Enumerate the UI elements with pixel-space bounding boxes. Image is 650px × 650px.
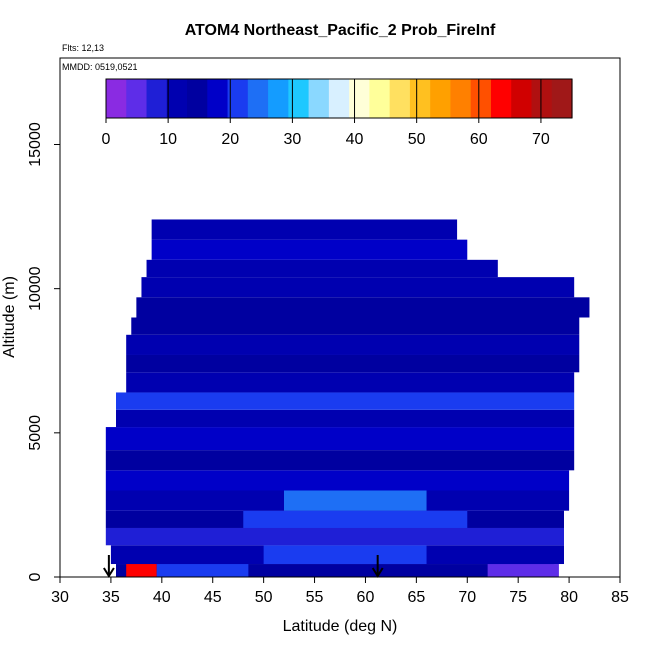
plot-border [59,57,621,578]
colorbar-swatch [187,79,208,118]
heatmap-cell [141,277,575,298]
colorbar-tick-label: 70 [532,131,550,148]
y-tick-label: 10000 [27,266,44,311]
y-tick-label: 5000 [27,415,44,451]
heatmap-cell [126,354,580,373]
heatmap-cell [146,259,498,278]
colorbar-swatch [490,79,512,118]
y-tick-label: 15000 [27,122,44,167]
colorbar-tick-label: 10 [159,131,177,148]
heatmap-cell [126,564,157,577]
arrow-head [103,567,115,578]
axes: 30 35 40 45 50 55 60 65 70 75 80 85 0 5000 10000 15000 [27,122,629,606]
colorbar-tick-label: 30 [284,131,302,148]
date-annotation: MMDD: 0519,0521 [62,62,138,72]
heatmap-cell [131,317,580,335]
x-tick-label: 50 [255,589,273,606]
colorbar-swatch [227,79,249,118]
y-tick-label: 0 [27,572,44,581]
colorbar-swatch [409,79,431,118]
x-tick-label: 85 [611,589,629,606]
colorbar-tick-label: 20 [221,131,239,148]
colorbar-swatch [288,79,310,118]
x-tick-label: 80 [560,589,578,606]
heatmap-cell [243,510,468,528]
colorbar-swatch [146,79,168,118]
x-tick-label: 30 [51,589,69,606]
x-axis-label: Latitude (deg N) [283,618,398,635]
colorbar-swatch [470,79,492,118]
colorbar-swatch [247,79,269,118]
colorbar-swatch [106,79,127,118]
x-tick-label: 65 [407,589,425,606]
x-tick-label: 55 [306,589,324,606]
flights-annotation: Flts: 12,13 [62,43,104,53]
heatmap-cell [263,545,427,565]
arrow-head [371,567,384,578]
colorbar-swatch [531,79,553,118]
colorbar-swatch [166,79,188,118]
colorbar-swatch [389,79,411,118]
colorbar-swatch [126,79,148,118]
colorbar-tick-label: 0 [102,131,111,148]
colorbar-swatch [430,79,452,118]
colorbar-swatch [450,79,472,118]
heatmap-cell [126,334,580,355]
colorbar-tick-label: 50 [408,131,426,148]
plot-area [103,219,590,578]
heatmap-cell [105,470,570,491]
heatmap-cell [284,490,427,511]
y-axis-label: Altitude (m) [1,276,18,358]
colorbar-tick-label: 60 [470,131,488,148]
heatmap-cell [105,527,565,546]
colorbar-tick-label: 40 [346,131,364,148]
colorbar-swatch [207,79,229,118]
colorbar: 0 10 20 30 40 50 60 70 [102,78,573,148]
heatmap-cell [116,409,575,428]
heatmap-cell [156,564,249,577]
heatmap-cell [151,219,458,240]
colorbar-swatch [308,79,330,118]
colorbar-swatch [349,79,370,118]
colorbar-swatch [328,79,350,118]
x-tick-label: 60 [357,589,375,606]
colorbar-swatch [369,79,391,118]
heatmap-cell [105,450,575,471]
colorbar-swatch [551,79,573,118]
heatmap-cell [126,372,575,393]
heatmap-cell [487,564,559,577]
chart-title: ATOM4 Northeast_Pacific_2 Prob_FireInf [185,22,496,39]
heatmap-cell [116,392,575,410]
colorbar-swatch [511,79,533,118]
heatmap-cell [151,239,468,260]
x-tick-label: 70 [458,589,476,606]
x-tick-label: 40 [153,589,171,606]
colorbar-swatch [268,79,289,118]
x-tick-label: 45 [204,589,222,606]
x-tick-label: 35 [102,589,120,606]
heatmap-cell [136,297,590,318]
x-tick-label: 75 [509,589,527,606]
heatmap-cell [105,427,575,451]
